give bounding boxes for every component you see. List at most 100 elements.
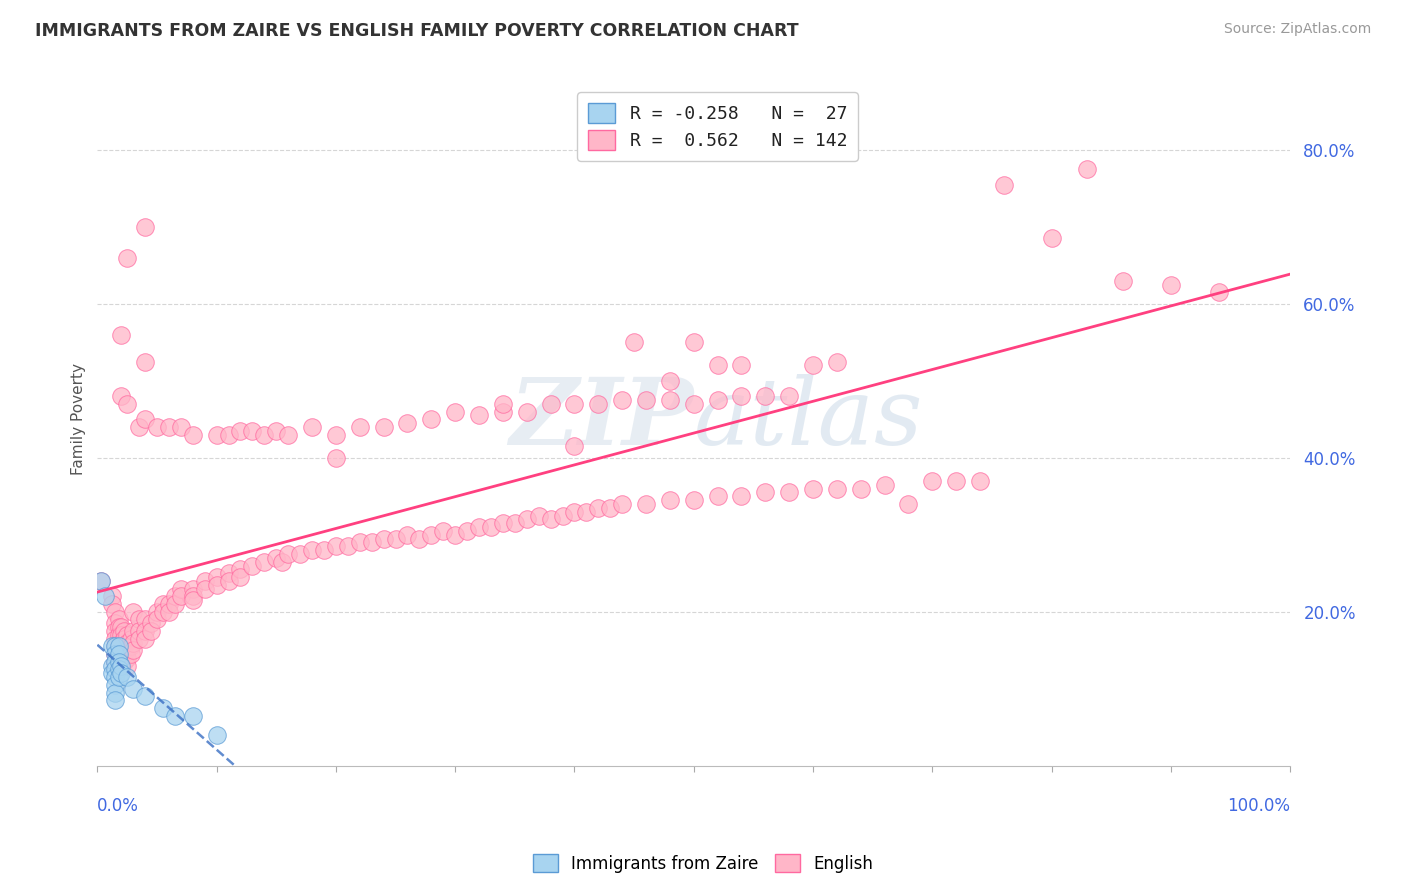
Point xyxy=(264,550,287,565)
Point xyxy=(492,516,515,531)
Point xyxy=(104,693,127,707)
Point xyxy=(181,582,204,596)
Point xyxy=(122,681,145,696)
Point xyxy=(112,655,135,669)
Point xyxy=(110,620,132,634)
Point xyxy=(1208,285,1230,300)
Point xyxy=(945,474,967,488)
Point xyxy=(90,574,112,588)
Point xyxy=(730,359,752,373)
Point xyxy=(112,624,135,638)
Point xyxy=(108,640,131,654)
Text: Source: ZipAtlas.com: Source: ZipAtlas.com xyxy=(1223,22,1371,37)
Point xyxy=(516,404,538,418)
Point xyxy=(163,708,186,723)
Point xyxy=(120,640,142,654)
Point xyxy=(801,359,824,373)
Point xyxy=(516,512,538,526)
Point xyxy=(229,562,252,576)
Point xyxy=(108,670,131,684)
Point xyxy=(122,605,145,619)
Point xyxy=(139,624,162,638)
Point xyxy=(658,393,681,408)
Point xyxy=(706,489,728,503)
Point xyxy=(181,590,204,604)
Point xyxy=(93,590,115,604)
Point xyxy=(492,397,515,411)
Point xyxy=(456,524,478,538)
Point xyxy=(682,335,704,350)
Point xyxy=(181,708,204,723)
Text: atlas: atlas xyxy=(693,375,924,465)
Point xyxy=(104,655,127,669)
Point xyxy=(112,647,135,661)
Point xyxy=(242,558,264,573)
Point xyxy=(682,493,704,508)
Point xyxy=(134,412,156,426)
Point xyxy=(373,532,395,546)
Point xyxy=(104,605,127,619)
Text: 0.0%: 0.0% xyxy=(97,797,139,814)
Point xyxy=(897,497,920,511)
Point xyxy=(408,532,430,546)
Point xyxy=(110,643,132,657)
Point xyxy=(122,635,145,649)
Point xyxy=(115,251,138,265)
Point xyxy=(181,593,204,607)
Point xyxy=(420,528,443,542)
Point xyxy=(634,393,657,408)
Point xyxy=(134,354,156,368)
Point xyxy=(108,628,131,642)
Point xyxy=(420,412,443,426)
Point xyxy=(801,482,824,496)
Point xyxy=(873,477,896,491)
Point xyxy=(110,658,132,673)
Y-axis label: Family Poverty: Family Poverty xyxy=(72,363,86,475)
Point xyxy=(1160,277,1182,292)
Point xyxy=(396,416,419,430)
Point xyxy=(108,635,131,649)
Point xyxy=(100,658,122,673)
Point xyxy=(730,389,752,403)
Point xyxy=(108,655,131,669)
Point xyxy=(277,547,299,561)
Point xyxy=(325,539,347,553)
Text: ZIP: ZIP xyxy=(509,375,693,465)
Point xyxy=(90,574,112,588)
Point xyxy=(706,393,728,408)
Point xyxy=(104,678,127,692)
Point xyxy=(253,427,276,442)
Point xyxy=(104,640,127,654)
Point xyxy=(612,497,634,511)
Point xyxy=(134,632,156,646)
Point xyxy=(301,543,323,558)
Point xyxy=(205,578,228,592)
Point xyxy=(115,651,138,665)
Point xyxy=(110,389,132,403)
Point xyxy=(108,663,131,677)
Point xyxy=(115,643,138,657)
Point xyxy=(349,535,371,549)
Point xyxy=(564,439,586,453)
Point xyxy=(128,420,150,434)
Point xyxy=(115,635,138,649)
Point xyxy=(104,616,127,631)
Point xyxy=(110,635,132,649)
Point xyxy=(104,655,127,669)
Point xyxy=(336,539,359,553)
Point xyxy=(110,628,132,642)
Legend: Immigrants from Zaire, English: Immigrants from Zaire, English xyxy=(526,847,880,880)
Point xyxy=(312,543,335,558)
Point xyxy=(271,555,294,569)
Point xyxy=(205,427,228,442)
Point xyxy=(128,624,150,638)
Point xyxy=(194,582,217,596)
Point xyxy=(157,420,180,434)
Point xyxy=(170,590,193,604)
Point xyxy=(778,389,800,403)
Point xyxy=(492,404,515,418)
Point xyxy=(503,516,526,531)
Point xyxy=(575,505,598,519)
Point xyxy=(108,658,131,673)
Point xyxy=(146,420,169,434)
